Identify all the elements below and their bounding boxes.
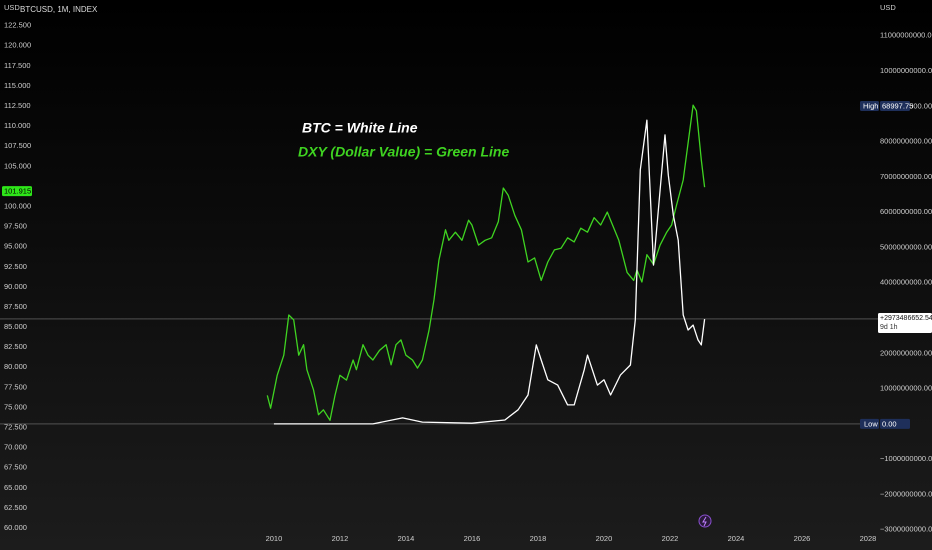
- low-tag-name-bg: [860, 418, 879, 429]
- x-tick-label: 2022: [662, 534, 679, 543]
- x-tick-label: 2014: [398, 534, 415, 543]
- dxy-tag-bg: [2, 186, 32, 197]
- y-tick-label: 122.500: [4, 21, 31, 30]
- y2-tick-label: 7000000000.00%: [880, 172, 932, 181]
- high-tag-label: 68997.75: [882, 101, 913, 110]
- x-tick-label: 2028: [860, 534, 877, 543]
- high-tag-name-bg: [860, 101, 879, 111]
- y-tick-label: 72.500: [4, 423, 27, 432]
- lightning-glyph: [702, 516, 707, 527]
- last-tag-label: +2973486652.54%: [880, 315, 932, 322]
- dxy-tag-label: 101.915: [4, 187, 31, 196]
- x-tick-label: 2018: [530, 534, 547, 543]
- high-tag-name: High: [863, 101, 878, 110]
- y2-tick-label: 2000000000.00%: [880, 348, 932, 357]
- y-tick-label: 107.500: [4, 141, 31, 150]
- series-line: [273, 119, 706, 425]
- y-tick-label: 62.500: [4, 503, 27, 512]
- x-tick-label: 2020: [596, 534, 613, 543]
- series-line: [266, 104, 706, 421]
- y2-tick-label: 1000000000.00%: [880, 384, 932, 393]
- y-tick-label: 87.500: [4, 302, 27, 311]
- y2-axis-label: USD: [880, 3, 896, 12]
- x-tick-label: 2016: [464, 534, 481, 543]
- y-tick-label: 65.000: [4, 483, 27, 492]
- y-tick-label: 92.500: [4, 262, 27, 271]
- y-tick-label: 60.000: [4, 523, 27, 532]
- y-tick-label: 105.000: [4, 161, 31, 170]
- lightning-icon[interactable]: [698, 514, 712, 528]
- low-tag-label: 0.00: [882, 419, 897, 428]
- low-tag-name: Low: [864, 419, 878, 428]
- y-tick-label: 120.000: [4, 41, 31, 50]
- x-tick-label: 2012: [332, 534, 349, 543]
- y-tick-label: 85.000: [4, 322, 27, 331]
- y2-tick-label: 11000000000.00%: [880, 31, 932, 40]
- y2-tick-label: 10000000000.00%: [880, 66, 932, 75]
- y-tick-label: 117.500: [4, 61, 31, 70]
- y-tick-label: 100.000: [4, 201, 31, 210]
- y2-tick-label: −3000000000.00%: [880, 525, 932, 534]
- x-tick-label: 2024: [728, 534, 745, 543]
- last-tag-countdown: 9d 1h: [880, 324, 898, 331]
- y-tick-label: 110.000: [4, 121, 31, 130]
- y-tick-label: 115.000: [4, 81, 31, 90]
- y-tick-label: 70.000: [4, 443, 27, 452]
- y-tick-label: 77.500: [4, 382, 27, 391]
- low-tag-bg: [880, 418, 910, 429]
- last-tag-bg: [878, 312, 932, 333]
- y2-tick-label: 5000000000.00%: [880, 242, 932, 251]
- annotation: BTC = White Line: [302, 120, 418, 136]
- y-tick-label: 75.000: [4, 402, 27, 411]
- y-tick-label: 80.000: [4, 362, 27, 371]
- y2-tick-label: 6000000000.00%: [880, 207, 932, 216]
- y-tick-label: 90.000: [4, 282, 27, 291]
- high-tag-bg: [880, 101, 910, 111]
- annotation: DXY (Dollar Value) = Green Line: [298, 144, 509, 160]
- x-tick-label: 2010: [266, 534, 283, 543]
- y-tick-label: 95.000: [4, 242, 27, 251]
- y2-tick-label: −2000000000.00%: [880, 489, 932, 498]
- y2-tick-label: 4000000000.00%: [880, 278, 932, 287]
- y-tick-label: 82.500: [4, 342, 27, 351]
- x-tick-label: 2026: [794, 534, 811, 543]
- y-tick-label: 112.500: [4, 101, 31, 110]
- y-tick-label: 97.500: [4, 222, 27, 231]
- y-axis-label: USD: [4, 3, 20, 12]
- y2-tick-label: 8000000000.00%: [880, 137, 932, 146]
- y2-tick-label: −1000000000.00%: [880, 454, 932, 463]
- chart-title: BTCUSD, 1M, INDEX: [20, 5, 98, 14]
- y-tick-label: 67.500: [4, 463, 27, 472]
